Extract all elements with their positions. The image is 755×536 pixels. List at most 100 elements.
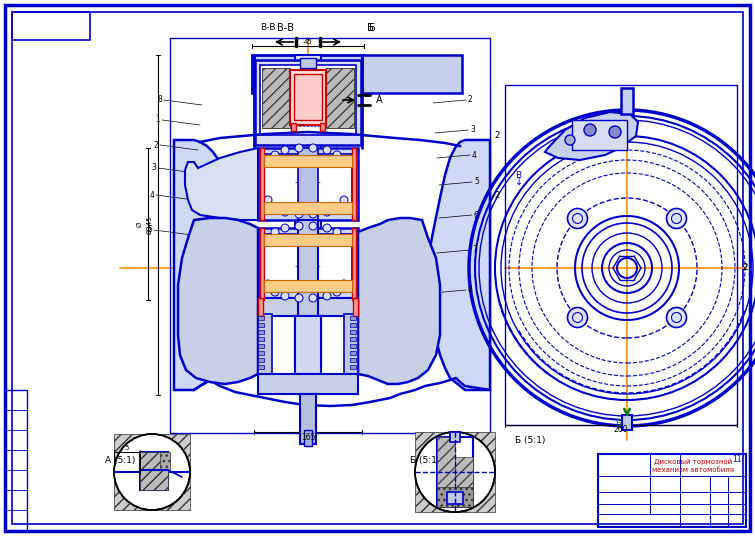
Bar xyxy=(294,74,322,120)
Bar xyxy=(258,374,358,394)
Bar xyxy=(295,55,321,365)
Bar xyxy=(258,351,264,355)
Text: Б: Б xyxy=(367,23,374,33)
Text: 45: 45 xyxy=(304,39,313,45)
Text: А (5:1): А (5:1) xyxy=(105,456,135,465)
Bar xyxy=(353,298,358,316)
Bar xyxy=(298,220,318,316)
Bar xyxy=(350,365,356,369)
Text: 2: 2 xyxy=(495,130,500,139)
Circle shape xyxy=(565,135,575,145)
Circle shape xyxy=(568,209,587,228)
Text: В-В: В-В xyxy=(260,24,276,33)
Bar xyxy=(450,432,460,442)
Text: 7: 7 xyxy=(472,245,477,255)
Bar xyxy=(252,55,364,93)
Text: 4: 4 xyxy=(149,190,154,199)
Bar xyxy=(258,323,264,327)
Bar xyxy=(114,434,190,510)
Polygon shape xyxy=(174,140,250,390)
Circle shape xyxy=(295,144,303,152)
Circle shape xyxy=(415,432,495,512)
Bar xyxy=(264,155,352,167)
Text: 8: 8 xyxy=(157,95,162,105)
Bar xyxy=(140,452,168,490)
Circle shape xyxy=(309,144,317,152)
Text: В-В: В-В xyxy=(276,23,294,33)
Bar xyxy=(12,12,90,40)
Circle shape xyxy=(309,294,317,302)
Bar xyxy=(300,58,316,68)
Bar xyxy=(437,487,473,507)
Text: А: А xyxy=(376,95,383,105)
Text: 1: 1 xyxy=(156,115,160,124)
Bar xyxy=(437,437,473,507)
Polygon shape xyxy=(185,148,258,220)
Circle shape xyxy=(271,288,279,296)
Bar xyxy=(258,344,264,348)
Bar xyxy=(264,234,352,246)
Circle shape xyxy=(271,228,279,236)
Circle shape xyxy=(264,280,272,288)
Bar xyxy=(621,88,633,114)
Circle shape xyxy=(309,222,317,230)
Circle shape xyxy=(340,158,348,166)
Circle shape xyxy=(281,292,289,300)
Bar xyxy=(344,314,358,374)
Circle shape xyxy=(264,196,272,204)
Bar xyxy=(298,148,318,220)
Text: 2: 2 xyxy=(153,140,158,150)
Bar xyxy=(258,314,272,374)
Polygon shape xyxy=(178,218,258,384)
Text: 3: 3 xyxy=(151,163,156,173)
Bar xyxy=(326,68,354,128)
Text: механизм автомобиля: механизм автомобиля xyxy=(652,467,734,473)
Bar xyxy=(447,492,463,504)
Text: 6: 6 xyxy=(474,211,479,220)
Circle shape xyxy=(323,224,331,232)
Circle shape xyxy=(323,146,331,154)
Text: 260: 260 xyxy=(614,426,628,435)
Bar xyxy=(264,280,352,292)
Text: 11: 11 xyxy=(732,455,741,464)
Polygon shape xyxy=(545,112,638,160)
Bar xyxy=(352,148,356,220)
Bar xyxy=(258,358,264,362)
Text: Дисковый тормозной: Дисковый тормозной xyxy=(654,459,732,465)
Bar xyxy=(258,330,264,334)
Bar xyxy=(362,55,462,93)
Text: 2: 2 xyxy=(742,264,747,272)
Circle shape xyxy=(281,146,289,154)
Polygon shape xyxy=(358,218,440,384)
Text: Б (5:1): Б (5:1) xyxy=(515,435,545,444)
Bar xyxy=(258,316,264,320)
Bar xyxy=(622,415,632,430)
Bar xyxy=(352,228,356,300)
Bar xyxy=(140,452,168,490)
Circle shape xyxy=(281,224,289,232)
Text: 2: 2 xyxy=(495,190,500,199)
Bar xyxy=(160,452,170,470)
Circle shape xyxy=(568,308,587,327)
Bar xyxy=(260,65,356,135)
Circle shape xyxy=(333,151,341,159)
Bar xyxy=(598,454,746,527)
Text: 165: 165 xyxy=(300,433,316,442)
Bar xyxy=(350,337,356,341)
Circle shape xyxy=(333,228,341,236)
Circle shape xyxy=(667,308,686,327)
Bar xyxy=(572,120,627,150)
Bar xyxy=(258,298,263,316)
Bar xyxy=(350,330,356,334)
Text: 5: 5 xyxy=(125,445,129,451)
Bar xyxy=(170,38,490,433)
Bar xyxy=(262,68,290,128)
Text: Б: Б xyxy=(368,23,375,33)
Bar xyxy=(264,202,352,214)
Text: 5: 5 xyxy=(147,226,152,235)
Circle shape xyxy=(271,151,279,159)
Bar xyxy=(455,457,473,507)
Bar xyxy=(258,365,264,369)
Circle shape xyxy=(281,208,289,216)
Bar xyxy=(255,60,361,145)
